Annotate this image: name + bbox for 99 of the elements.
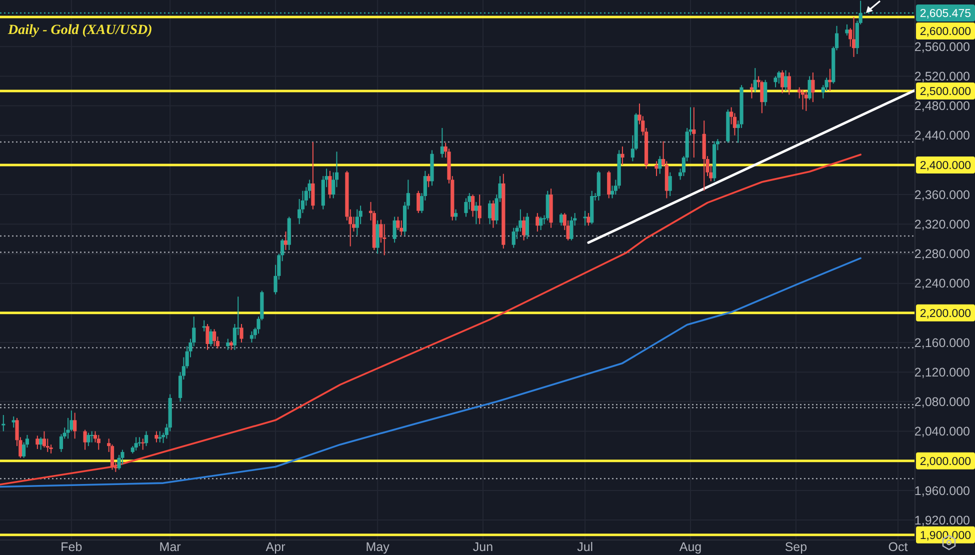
candlestick (539, 216, 543, 231)
y-tick-label: 2,040.000 (914, 424, 970, 439)
y-tick-label: 2,560.000 (914, 40, 970, 54)
candlestick (474, 201, 478, 225)
candlestick (596, 170, 600, 201)
candlestick (83, 429, 87, 450)
y-tick-label: 2,160.000 (914, 336, 970, 350)
candlestick (512, 227, 516, 248)
y-tick-label: 1,960.000 (914, 484, 970, 498)
candlestick (478, 194, 482, 225)
candlestick (311, 142, 315, 210)
candlestick (209, 328, 213, 347)
y-tick-label: 2,520.000 (914, 70, 970, 84)
candlestick (536, 212, 540, 232)
candlestick (134, 436, 138, 451)
ref-line-label: 2,400.000 (920, 160, 971, 172)
candlestick (454, 208, 458, 221)
x-tick-label: Oct (888, 540, 908, 554)
candlestick (284, 231, 288, 251)
candlestick (787, 72, 791, 96)
candlestick (328, 170, 332, 199)
candlestick (620, 146, 624, 166)
candlestick (141, 438, 145, 450)
x-tick-label: Mar (159, 540, 181, 554)
candlestick (117, 454, 121, 470)
ref-line-label: 2,200.000 (920, 308, 971, 320)
candlestick (396, 216, 400, 231)
candlestick (668, 172, 672, 197)
candlestick (525, 212, 530, 240)
candlestick (400, 220, 404, 236)
candlestick (226, 338, 230, 350)
y-tick-label: 2,320.000 (914, 218, 970, 232)
candlestick (654, 160, 658, 177)
candlestick (777, 70, 781, 84)
candlestick (154, 430, 158, 443)
candlestick (2, 414, 6, 432)
candlestick (780, 70, 784, 94)
ref-line-label: 2,600.000 (920, 26, 971, 38)
line-series (0, 154, 862, 486)
candlestick (753, 68, 757, 93)
candlestick (522, 216, 526, 241)
candlestick (852, 16, 856, 58)
x-tick-label: Sep (784, 540, 808, 554)
candlestick (845, 24, 849, 36)
y-tick-label: 1,920.000 (914, 513, 970, 528)
candlestick (158, 430, 162, 443)
y-tick-label: 2,440.000 (914, 128, 970, 143)
candlestick (692, 106, 696, 158)
candlestick (658, 156, 662, 174)
ref-line-label: 2,605.475 (920, 8, 971, 20)
ref-line-label: 2,000.000 (920, 456, 971, 468)
x-tick-label: Aug (679, 540, 702, 554)
candlestick (355, 208, 359, 236)
candlestick (570, 216, 574, 241)
y-tick-label: 2,280.000 (914, 247, 970, 262)
y-tick-label: 2,120.000 (914, 365, 970, 380)
candlestick (784, 70, 788, 92)
candlestick (12, 416, 16, 428)
candlestick (376, 220, 380, 254)
line-series (0, 257, 862, 488)
candlestick (804, 90, 808, 112)
x-tick-label: Feb (60, 540, 82, 554)
y-tick-label: 2,360.000 (914, 188, 970, 202)
candlestick (144, 430, 148, 447)
candlestick (392, 216, 396, 244)
candlestick (96, 434, 100, 450)
candlestick (811, 72, 815, 103)
x-tick-label: Jun (472, 540, 494, 554)
candlestick (36, 435, 40, 450)
candlestick (240, 324, 244, 343)
candlestick (206, 324, 210, 350)
ref-line-label: 1,900.000 (920, 530, 971, 542)
x-tick-label: Jul (577, 540, 594, 554)
candlestick (416, 190, 420, 214)
candlestick (250, 330, 254, 343)
candlestick (382, 224, 386, 256)
candlestick (212, 328, 216, 347)
y-tick-label: 2,480.000 (914, 99, 970, 114)
candlestick (120, 449, 124, 466)
candlestick (559, 212, 564, 226)
candlestick (586, 212, 590, 226)
y-tick-label: 2,080.000 (914, 395, 970, 410)
candlestick (607, 170, 611, 199)
candlestick (73, 412, 77, 440)
candlestick (90, 430, 94, 443)
candlestick (491, 200, 496, 228)
candlestick (86, 432, 90, 447)
y-tick-label: 2,240.000 (914, 276, 970, 291)
x-tick-label: May (366, 540, 390, 554)
candlestick (764, 79, 768, 106)
candlestick (42, 430, 46, 448)
x-tick-label: Apr (266, 540, 286, 554)
candlestick (471, 194, 475, 218)
candlestick (488, 200, 492, 225)
candlestick (760, 80, 764, 114)
ref-line-label: 2,500.000 (920, 86, 971, 98)
candlestick (440, 127, 444, 158)
text: Daily - Gold (XAU/USD) (7, 23, 152, 38)
candlestick (39, 436, 43, 450)
